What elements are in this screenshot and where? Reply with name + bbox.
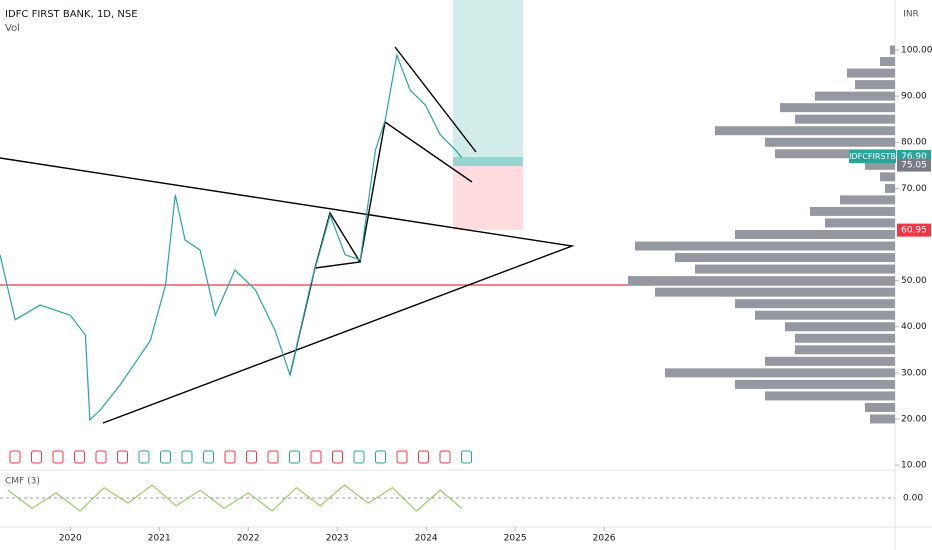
- x-tick-label: 2024: [415, 534, 438, 544]
- x-tick-label: 2023: [326, 534, 349, 544]
- earnings-icon: [74, 450, 85, 464]
- profile-bar: [755, 310, 895, 320]
- profile-bar: [765, 391, 895, 401]
- earnings-icon: [181, 450, 193, 464]
- y-tick-label: 80.00: [901, 138, 927, 148]
- earnings-icon: [439, 450, 451, 464]
- profile-bar: [765, 356, 895, 366]
- pennant: [289, 211, 362, 376]
- profile-bar: [880, 172, 895, 182]
- price-badge-label: 75.05: [901, 161, 927, 171]
- profile-bar: [775, 149, 895, 159]
- price-line: [0, 52, 463, 422]
- earnings-icon: [9, 450, 21, 464]
- profile-bar: [847, 68, 895, 78]
- profile-bar: [715, 126, 895, 136]
- profile-bar: [780, 103, 895, 113]
- profile-bar: [665, 368, 895, 378]
- profile-bar: [695, 264, 895, 274]
- profile-bar: [890, 45, 895, 55]
- currency: INR: [903, 10, 919, 20]
- y-tick-label: 40.00: [901, 322, 927, 332]
- earnings-icon: [375, 450, 386, 464]
- profile-bar: [795, 333, 895, 343]
- symbol-badge: [849, 150, 896, 164]
- earnings-icon: [117, 450, 128, 464]
- earnings-icon: [95, 450, 107, 464]
- profile-bar: [825, 218, 895, 228]
- triangle: [0, 157, 575, 424]
- earnings-icon: [396, 450, 408, 464]
- x-tick-label: 2021: [148, 534, 171, 544]
- profile-bar: [635, 241, 895, 251]
- profile-bar: [815, 91, 895, 101]
- y-tick-label: 20.00: [901, 414, 927, 424]
- profile-bar: [870, 414, 895, 424]
- earnings-icon: [31, 450, 42, 464]
- price-badge-label: 76.90: [901, 152, 927, 162]
- profile-bar: [795, 345, 895, 355]
- profile-bar: [628, 276, 895, 286]
- y-tick-label: 100.00: [901, 45, 932, 55]
- earnings-icon: [461, 450, 472, 464]
- cmf-line: [7, 484, 463, 512]
- y-tick-label: 10.00: [901, 461, 927, 471]
- channel-high: [394, 46, 477, 153]
- title: IDFC FIRST BANK, 1D, NSE: [5, 9, 138, 20]
- price-badge: [897, 223, 931, 237]
- profile-bar: [855, 80, 895, 90]
- profile-bar: [735, 379, 895, 389]
- x-tick-label: 2022: [237, 534, 260, 544]
- cmf-tick-label: 0.00: [903, 494, 923, 504]
- trend-up: [359, 121, 386, 263]
- profile-bar: [840, 195, 895, 205]
- entry-zone: [453, 157, 523, 166]
- profile-bar: [765, 137, 895, 147]
- y-tick-label: 90.00: [901, 92, 927, 102]
- volume-label: Vol: [5, 23, 20, 34]
- profile-bar: [810, 206, 895, 216]
- earnings-icon: [160, 450, 171, 464]
- price-badge-label: 60.95: [901, 226, 927, 236]
- earnings-icon: [310, 450, 322, 464]
- channel-low: [384, 121, 473, 183]
- earnings-icon: [224, 450, 236, 464]
- indicator-label: CMF (3): [5, 477, 40, 487]
- y-tick-label: 50.00: [901, 276, 927, 286]
- profile-bar: [675, 253, 895, 263]
- profile-bar: [880, 57, 895, 67]
- earnings-icon: [138, 450, 150, 464]
- earnings-icon: [267, 450, 279, 464]
- profile-bar: [655, 287, 895, 297]
- earnings-icon: [52, 450, 64, 464]
- y-tick-label: 70.00: [901, 184, 927, 194]
- earnings-icon: [353, 450, 365, 464]
- x-tick-label: 2020: [59, 534, 82, 544]
- symbol-badge-label: IDFCFIRSTB: [849, 152, 896, 161]
- profile-bar: [885, 183, 895, 193]
- x-tick-label: 2026: [593, 534, 616, 544]
- profile-bar: [785, 322, 895, 332]
- earnings-icon: [418, 450, 429, 464]
- profile-bar: [795, 114, 895, 124]
- x-tick-label: 2025: [504, 534, 527, 544]
- earnings-icon: [246, 450, 257, 464]
- earnings-icon: [289, 450, 300, 464]
- profile-bar: [735, 229, 895, 239]
- y-tick-label: 30.00: [901, 368, 927, 378]
- price-badge: [897, 158, 931, 172]
- earnings-icon: [332, 450, 343, 464]
- target-zone: [453, 0, 523, 157]
- earnings-icon: [203, 450, 214, 464]
- profile-bar: [865, 160, 895, 170]
- profile-bar: [735, 299, 895, 309]
- profile-bar: [865, 402, 895, 412]
